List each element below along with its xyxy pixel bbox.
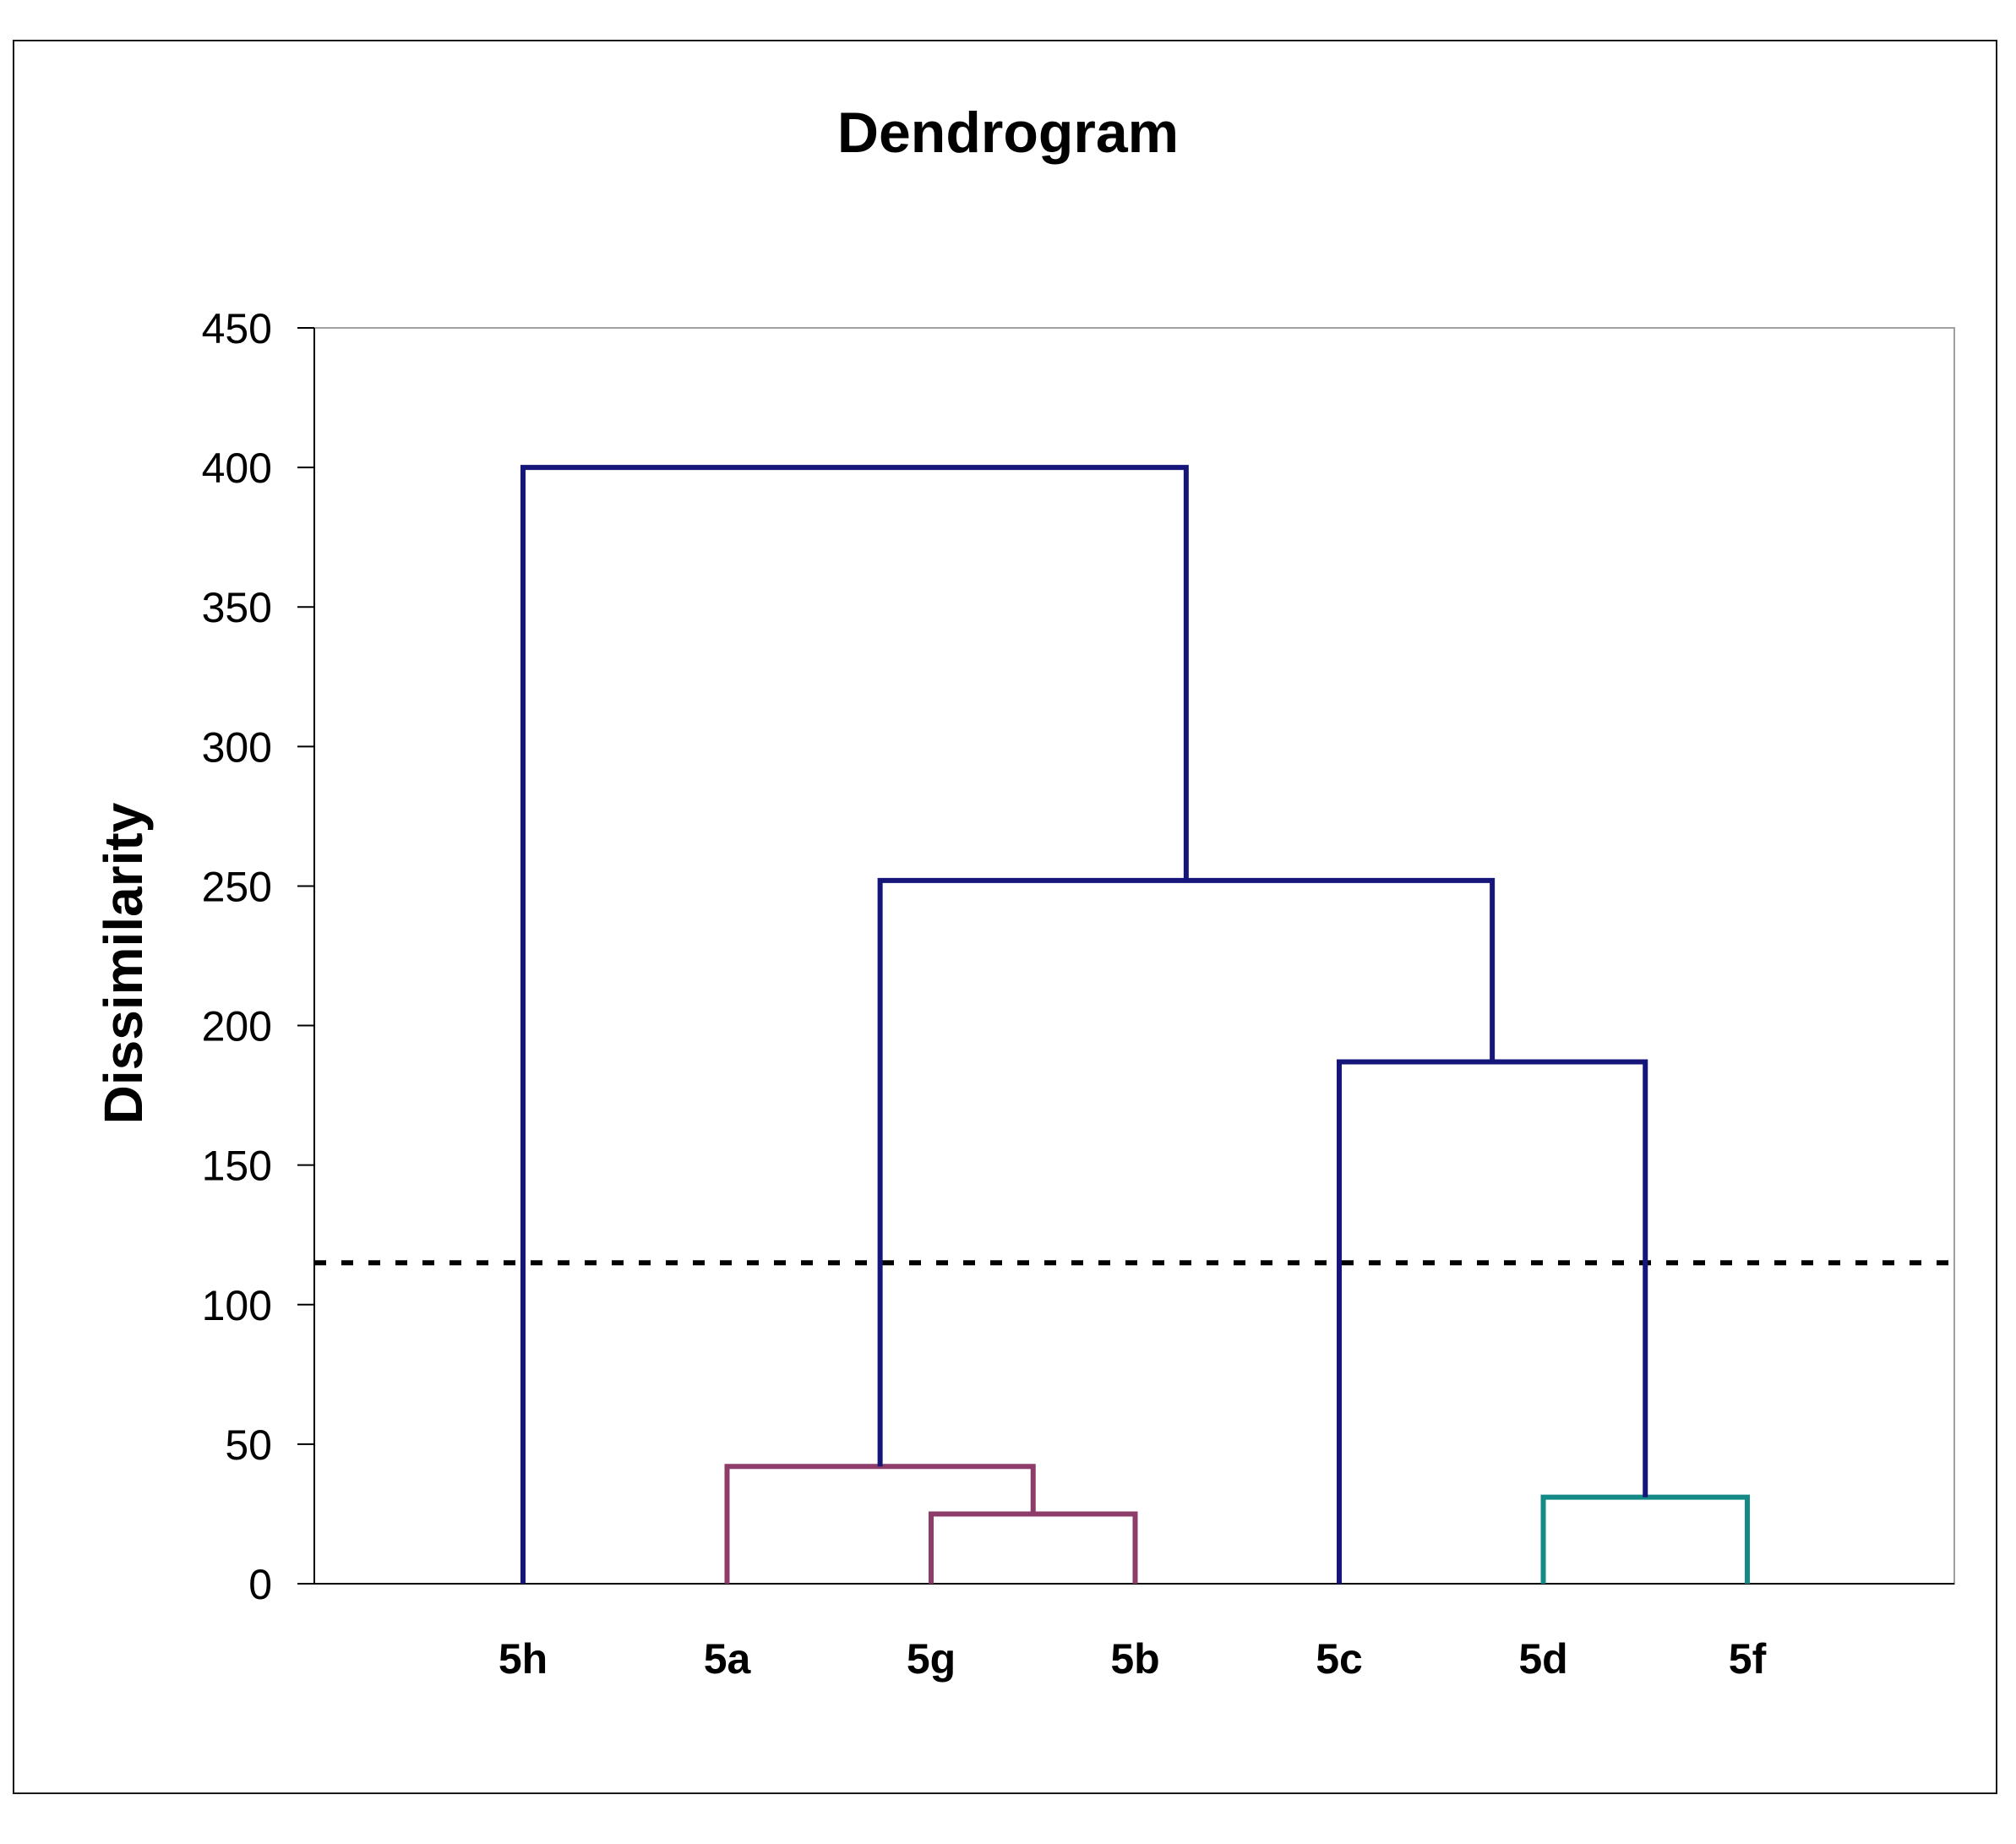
leaf-label-5g: 5g [907,1635,956,1683]
y-tick-label: 250 [202,863,272,910]
leaf-label-5b: 5b [1110,1635,1159,1683]
x-axis: 5h 5a 5g 5b 5c 5d 5f [314,1583,1954,1683]
chart-frame [13,40,1997,1794]
dendrogram-link-5 [877,877,1496,1467]
y-tick-label: 50 [225,1421,272,1469]
leaf-label-5d: 5d [1518,1635,1567,1683]
dendrogram-link-4 [1337,1059,1648,1584]
dendrogram-link-3 [1540,1494,1750,1584]
y-tick-label: 100 [202,1282,272,1329]
dendrogram-link-6 [520,465,1189,1584]
y-tick-label: 300 [202,723,272,771]
y-tick-label: 200 [202,1003,272,1050]
y-tick-label: 350 [202,584,272,631]
dendrogram-links [520,465,1750,1584]
y-tick-label: 400 [202,445,272,492]
y-tick-label: 0 [248,1561,272,1608]
plot-area [313,327,1955,1585]
y-tick-label: 450 [202,305,272,352]
leaf-label-5h: 5h [499,1635,548,1683]
leaf-label-5a: 5a [704,1635,752,1683]
leaf-label-5f: 5f [1729,1635,1767,1683]
dendrogram-link-1 [929,1511,1138,1584]
leaf-label-5c: 5c [1316,1635,1363,1683]
chart-title: Dendrogram [837,101,1179,165]
y-axis: 0 50 100 150 200 250 300 350 400 450 [202,305,315,1608]
y-axis-label: Dissimilarity [93,802,154,1124]
y-tick-label: 150 [202,1143,272,1190]
dendrogram-link-2 [724,1464,1036,1584]
